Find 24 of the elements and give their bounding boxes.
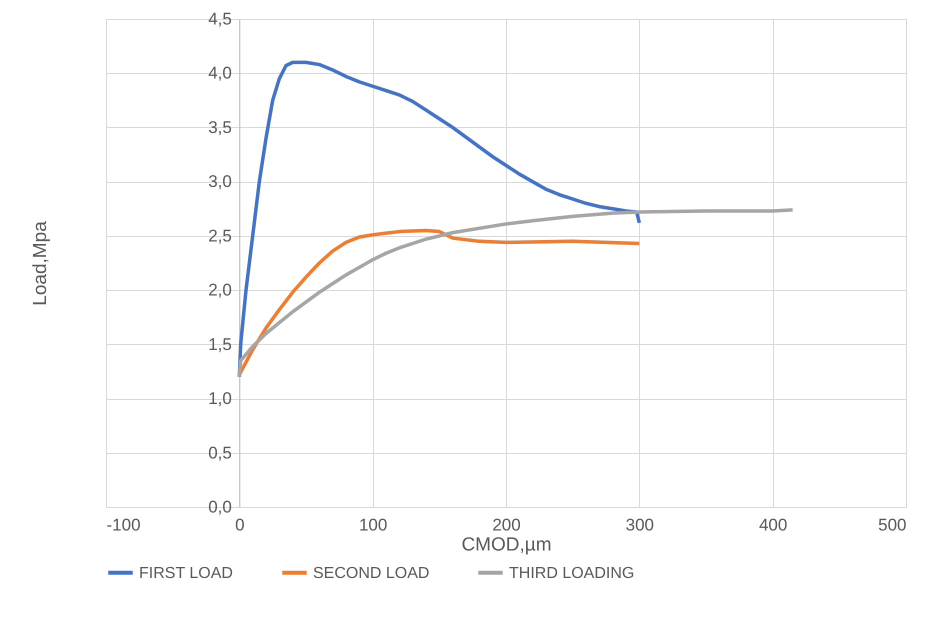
y-tick-label: 4,0 — [208, 64, 232, 83]
y-axis-title: Load,Mpa — [30, 220, 51, 306]
y-tick-label: 1,0 — [208, 389, 232, 408]
x-tick-label: 300 — [626, 516, 654, 534]
legend-label: FIRST LOAD — [139, 564, 233, 582]
y-tick-label: 4,5 — [208, 10, 232, 28]
y-tick-label: 3,0 — [208, 172, 232, 192]
y-tick-label: 0,0 — [208, 498, 232, 516]
y-tick-label: 3,5 — [208, 118, 232, 137]
x-tick-label: 500 — [878, 516, 906, 534]
x-tick-label: -100 — [106, 516, 141, 534]
x-tick-label: 400 — [758, 516, 788, 534]
legend-label: THIRD LOADING — [509, 564, 634, 582]
line-series — [238, 208, 794, 379]
y-tick-label: 0,5 — [208, 443, 232, 462]
y-tick-label: 2,5 — [208, 226, 232, 246]
x-tick-label: 0 — [235, 516, 245, 534]
y-tick-label: 1,5 — [208, 334, 232, 354]
legend-label: SECOND LOAD — [313, 564, 430, 582]
y-tick-label: 2,0 — [208, 280, 232, 300]
x-tick-label: 200 — [492, 516, 521, 534]
x-axis-title: CMOD,µm — [461, 534, 552, 556]
x-tick-label: 100 — [358, 516, 388, 534]
line-series — [238, 60, 642, 379]
